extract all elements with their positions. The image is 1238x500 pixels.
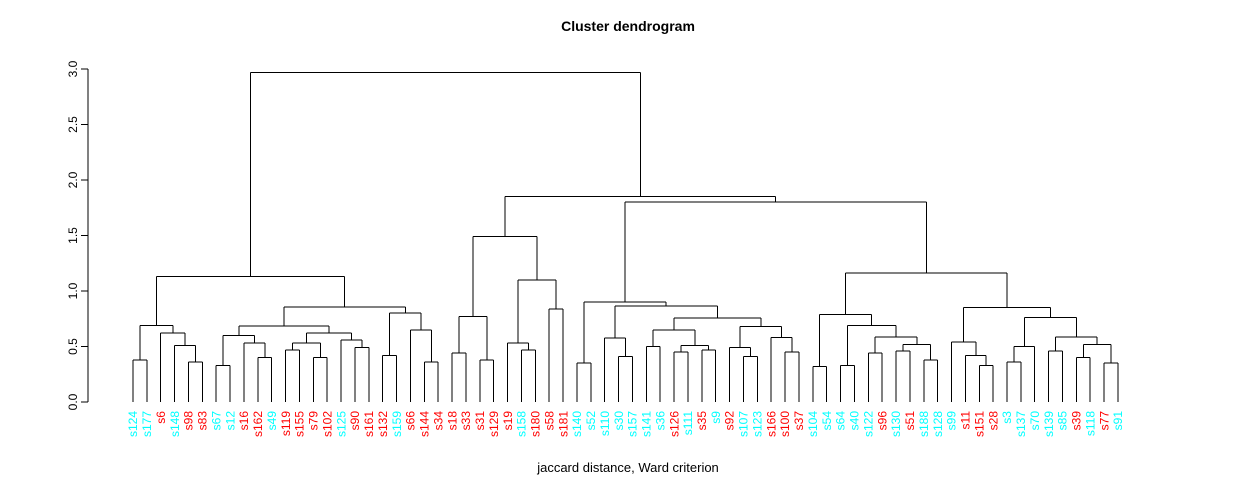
leaf-label: s54: [820, 411, 834, 431]
leaf-label: s139: [1042, 411, 1056, 437]
leaf-label: s35: [695, 411, 709, 431]
leaf-label: s98: [182, 411, 196, 431]
chart-title: Cluster dendrogram: [561, 18, 695, 34]
leaf-label: s77: [1097, 411, 1111, 431]
leaf-label: s33: [459, 411, 473, 431]
leaf-label: s6: [154, 411, 168, 424]
leaf-label: s51: [903, 411, 917, 431]
leaf-label: s70: [1028, 411, 1042, 431]
leaf-label: s52: [584, 411, 598, 431]
leaf-label: s36: [653, 411, 667, 431]
leaf-label: s102: [320, 411, 334, 437]
leaf-label: s140: [570, 411, 584, 437]
leaf-label: s28: [986, 411, 1000, 431]
leaf-label: s159: [390, 411, 404, 437]
leaf-label: s85: [1056, 411, 1070, 431]
leaf-label: s49: [265, 411, 279, 431]
leaf-label: s130: [889, 411, 903, 437]
y-tick-label: 2.5: [66, 116, 80, 133]
leaf-label: s66: [404, 411, 418, 431]
leaf-label: s18: [445, 411, 459, 431]
leaf-label: s122: [861, 411, 875, 437]
leaf-label: s9: [709, 411, 723, 424]
leaf-label: s132: [376, 411, 390, 437]
leaf-label: s151: [972, 411, 986, 437]
y-tick-label: 0.5: [66, 338, 80, 355]
leaf-label: s19: [501, 411, 515, 431]
leaf-label: s83: [196, 411, 210, 431]
leaf-label: s67: [209, 411, 223, 431]
leaf-label: s141: [640, 411, 654, 437]
leaf-label: s37: [792, 411, 806, 431]
leaf-label: s188: [917, 411, 931, 437]
leaf-label: s100: [778, 411, 792, 437]
leaf-label: s107: [737, 411, 751, 437]
leaf-label: s3: [1000, 411, 1014, 424]
leaf-label: s137: [1014, 411, 1028, 437]
dendrogram-tree: [132, 71, 1119, 402]
leaf-label: s155: [293, 411, 307, 437]
leaf-label: s128: [931, 411, 945, 437]
leaf-label: s12: [223, 411, 237, 431]
leaf-label: s148: [168, 411, 182, 437]
y-tick-label: 2.0: [66, 171, 80, 188]
leaf-label: s158: [515, 411, 529, 437]
y-tick-label: 1.5: [66, 227, 80, 244]
y-axis: 0.0 0.5 1.0 1.5 2.0 2.5 3.0: [66, 60, 89, 410]
leaf-label: s177: [140, 411, 154, 437]
leaf-label: s144: [418, 411, 432, 437]
y-tick-label: 1.0: [66, 282, 80, 299]
x-axis-caption: jaccard distance, Ward criterion: [537, 460, 719, 475]
leaf-label: s111: [681, 411, 695, 436]
leaf-label: s161: [362, 411, 376, 437]
leaf-label: s31: [473, 411, 487, 431]
leaf-label: s64: [834, 411, 848, 431]
leaf-label: s157: [626, 411, 640, 437]
leaf-label: s110: [598, 411, 612, 436]
leaf-label: s92: [723, 411, 737, 431]
leaf-label: s40: [848, 411, 862, 431]
leaf-label: s16: [237, 411, 251, 431]
leaf-label: s39: [1070, 411, 1084, 431]
leaf-label: s58: [542, 411, 556, 431]
leaf-label: s126: [667, 411, 681, 437]
leaf-label: s125: [334, 411, 348, 437]
leaf-label: s34: [431, 411, 445, 431]
leaf-label: s79: [307, 411, 321, 431]
leaf-label: s118: [1083, 411, 1097, 436]
leaf-label: s99: [945, 411, 959, 431]
leaf-label: s166: [764, 411, 778, 437]
leaf-label: s180: [529, 411, 543, 437]
leaf-labels: s124 s177 s6 s148 s98 s83 s67 s12 s16 s162 s49 s119…: [126, 411, 1125, 437]
y-tick-label: 3.0: [66, 60, 80, 77]
leaf-label: s96: [875, 411, 889, 431]
leaf-label: s124: [126, 411, 140, 437]
leaf-label: s181: [556, 411, 570, 437]
leaf-label: s91: [1111, 411, 1125, 431]
leaf-label: s162: [251, 411, 265, 437]
leaf-label: s123: [750, 411, 764, 437]
leaf-label: s119: [279, 411, 293, 436]
leaf-label: s11: [959, 411, 973, 430]
y-tick-label: 0.0: [66, 393, 80, 410]
leaf-label: s129: [487, 411, 501, 437]
leaf-label: s30: [612, 411, 626, 431]
leaf-label: s90: [348, 411, 362, 431]
leaf-label: s104: [806, 411, 820, 437]
